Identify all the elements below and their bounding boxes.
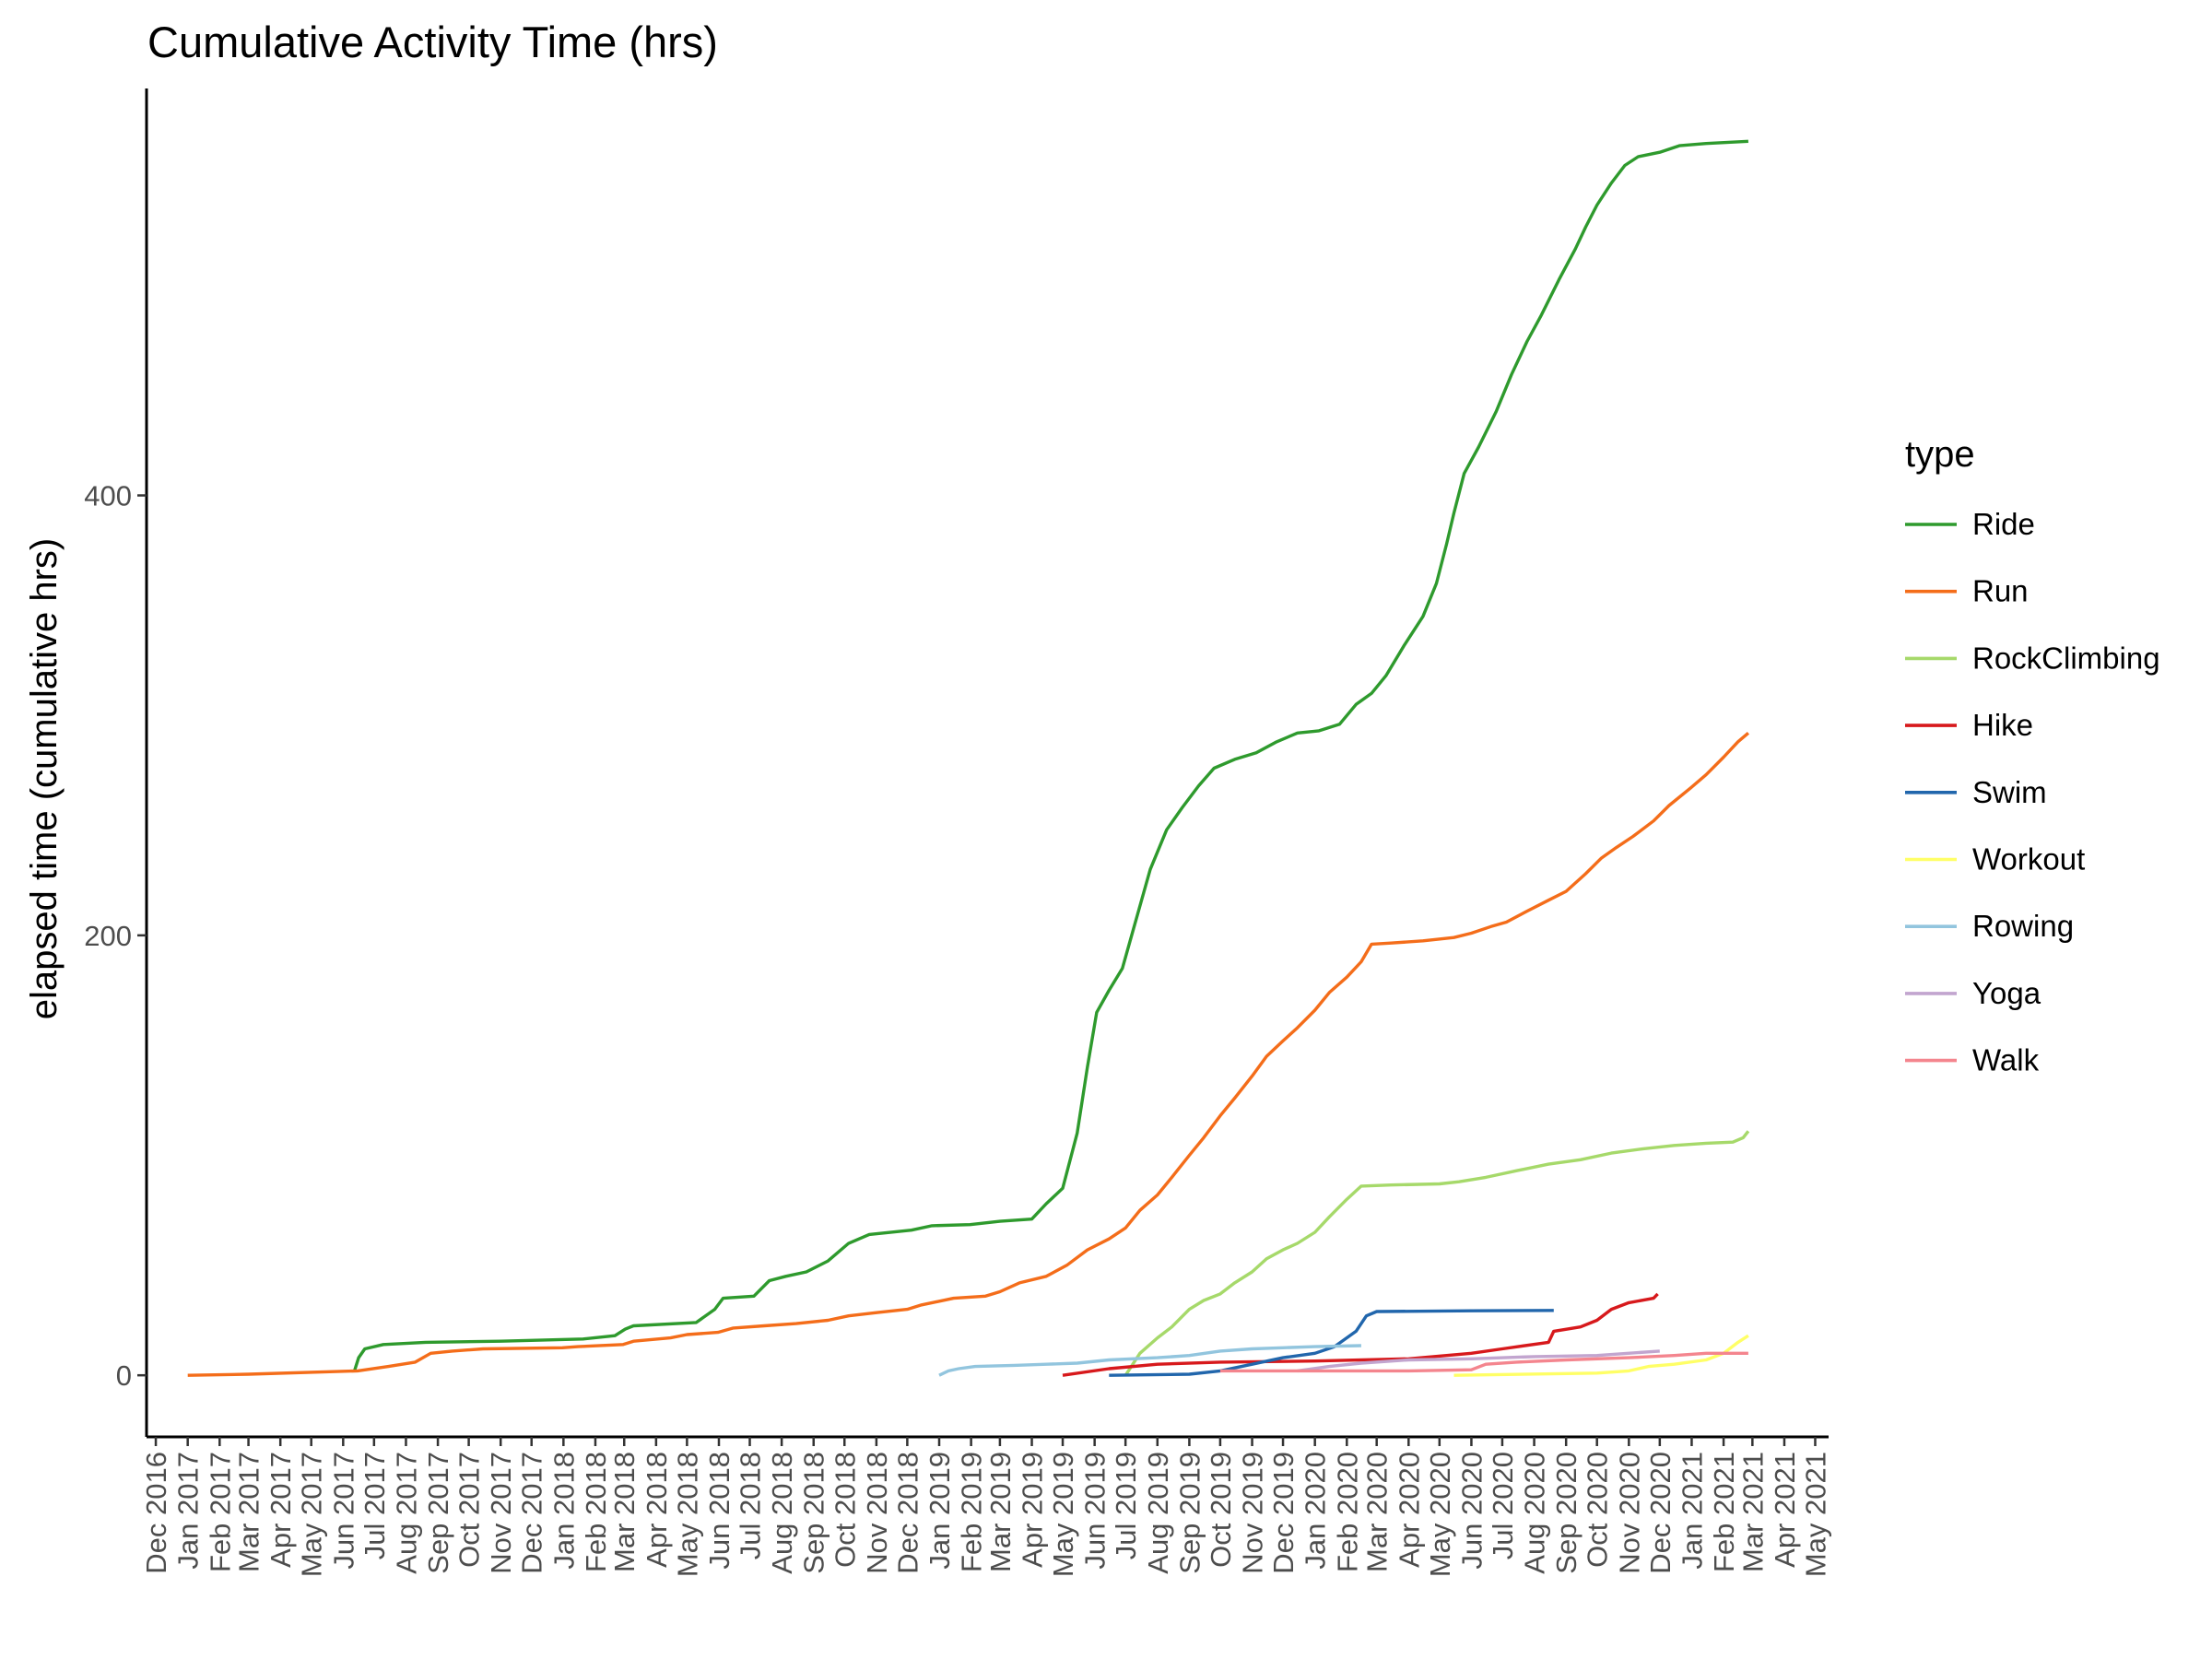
x-tick-label: Aug 2017 [391, 1452, 423, 1574]
x-tick-label: Oct 2017 [453, 1452, 486, 1568]
x-tick-label: Mar 2019 [984, 1452, 1017, 1572]
x-tick-label: Mar 2018 [608, 1452, 641, 1572]
x-tick-label: Oct 2018 [829, 1452, 861, 1568]
x-tick-label: Jan 2017 [172, 1452, 205, 1570]
x-tick-label: May 2020 [1424, 1452, 1456, 1577]
legend-label-walk: Walk [1972, 1043, 2040, 1077]
x-tick-label: Apr 2018 [641, 1452, 673, 1568]
series-line-swim [1109, 1309, 1554, 1377]
x-tick-label: Dec 2018 [891, 1452, 924, 1574]
y-axis-title: elapsed time (cumulative hrs) [24, 538, 65, 1019]
x-tick-label: Feb 2021 [1708, 1452, 1740, 1572]
x-tick-label: Dec 2016 [140, 1452, 172, 1574]
x-tick-label: Jan 2018 [547, 1452, 580, 1570]
x-tick-label: Mar 2021 [1736, 1452, 1769, 1572]
x-tick-label: Dec 2019 [1267, 1452, 1300, 1574]
x-tick-label: May 2017 [296, 1452, 328, 1577]
x-tick-label: Dec 2017 [516, 1452, 548, 1574]
series-line-run [187, 732, 1749, 1377]
x-tick-label: Nov 2017 [485, 1452, 517, 1574]
y-tick-label: 400 [84, 480, 132, 512]
x-tick-label: Apr 2017 [265, 1452, 297, 1568]
legend-label-hike: Hike [1972, 708, 2033, 742]
x-tick-label: Jan 2019 [924, 1452, 956, 1570]
legend-label-run: Run [1972, 574, 2029, 608]
x-tick-label: Nov 2019 [1237, 1452, 1269, 1574]
x-tick-label: Jan 2020 [1300, 1452, 1332, 1570]
x-tick-label: Sep 2020 [1550, 1452, 1583, 1574]
x-tick-label: Sep 2018 [798, 1452, 830, 1574]
x-tick-label: Apr 2020 [1393, 1452, 1425, 1568]
legend: Ride Run RockClimbing Hike Swim Workout Rowing… [1905, 507, 2160, 1077]
x-tick-label: Aug 2019 [1142, 1452, 1174, 1574]
x-tick-label: Aug 2020 [1519, 1452, 1551, 1574]
legend-title: type [1905, 434, 1975, 475]
x-tick-label: May 2018 [671, 1452, 703, 1577]
x-tick-label: Feb 2017 [204, 1452, 236, 1572]
x-tick-label: Feb 2019 [956, 1452, 988, 1572]
y-tick-label: 200 [84, 920, 132, 952]
legend-label-rockclimbing: RockClimbing [1972, 641, 2160, 675]
x-tick-label: Jun 2020 [1455, 1452, 1488, 1570]
series-line-rockclimbing [1124, 1130, 1750, 1377]
series-line-walk [1219, 1351, 1748, 1373]
x-tick-label: Mar 2017 [233, 1452, 265, 1572]
x-tick-label: Aug 2018 [766, 1452, 798, 1574]
x-tick-label: Jan 2021 [1677, 1452, 1709, 1570]
x-tick-label: Dec 2020 [1644, 1452, 1677, 1574]
chart-title: Cumulative Activity Time (hrs) [147, 18, 718, 66]
series-line-ride [352, 139, 1748, 1371]
x-tick-label: Nov 2020 [1613, 1452, 1645, 1574]
x-tick-label: Jun 2019 [1079, 1452, 1112, 1570]
x-tick-label: Oct 2020 [1582, 1452, 1614, 1568]
x-tick-label: Sep 2019 [1173, 1452, 1206, 1574]
legend-label-ride: Ride [1972, 507, 2035, 541]
x-tick-label: Feb 2018 [580, 1452, 612, 1572]
y-tick-label: 0 [116, 1359, 132, 1392]
x-tick-label: May 2021 [1800, 1452, 1832, 1577]
series-line-yoga [1297, 1349, 1660, 1373]
legend-label-swim: Swim [1972, 775, 2047, 809]
x-tick-label: May 2019 [1047, 1452, 1079, 1577]
series-line-rowing [938, 1344, 1361, 1377]
x-tick-label: Sep 2017 [422, 1452, 454, 1574]
x-tick-label: Oct 2019 [1205, 1452, 1237, 1568]
x-tick-label: Jun 2018 [703, 1452, 735, 1570]
x-tick-label: Feb 2020 [1331, 1452, 1363, 1572]
x-tick-label: Jun 2017 [327, 1452, 359, 1570]
x-tick-label: Jul 2018 [735, 1452, 767, 1559]
x-tick-label: Apr 2021 [1769, 1452, 1801, 1568]
x-tick-label: Jul 2019 [1110, 1452, 1142, 1559]
x-tick-label: Nov 2018 [861, 1452, 893, 1574]
x-tick-label: Jul 2017 [359, 1452, 391, 1559]
legend-label-yoga: Yoga [1972, 976, 2041, 1010]
series-line-workout [1453, 1334, 1749, 1377]
legend-label-rowing: Rowing [1972, 909, 2074, 943]
x-tick-label: Jul 2020 [1487, 1452, 1519, 1559]
x-tick-label: Apr 2019 [1017, 1452, 1049, 1568]
x-tick-label: Mar 2020 [1361, 1452, 1394, 1572]
series-line-hike [1062, 1292, 1659, 1377]
legend-label-workout: Workout [1972, 842, 2085, 877]
